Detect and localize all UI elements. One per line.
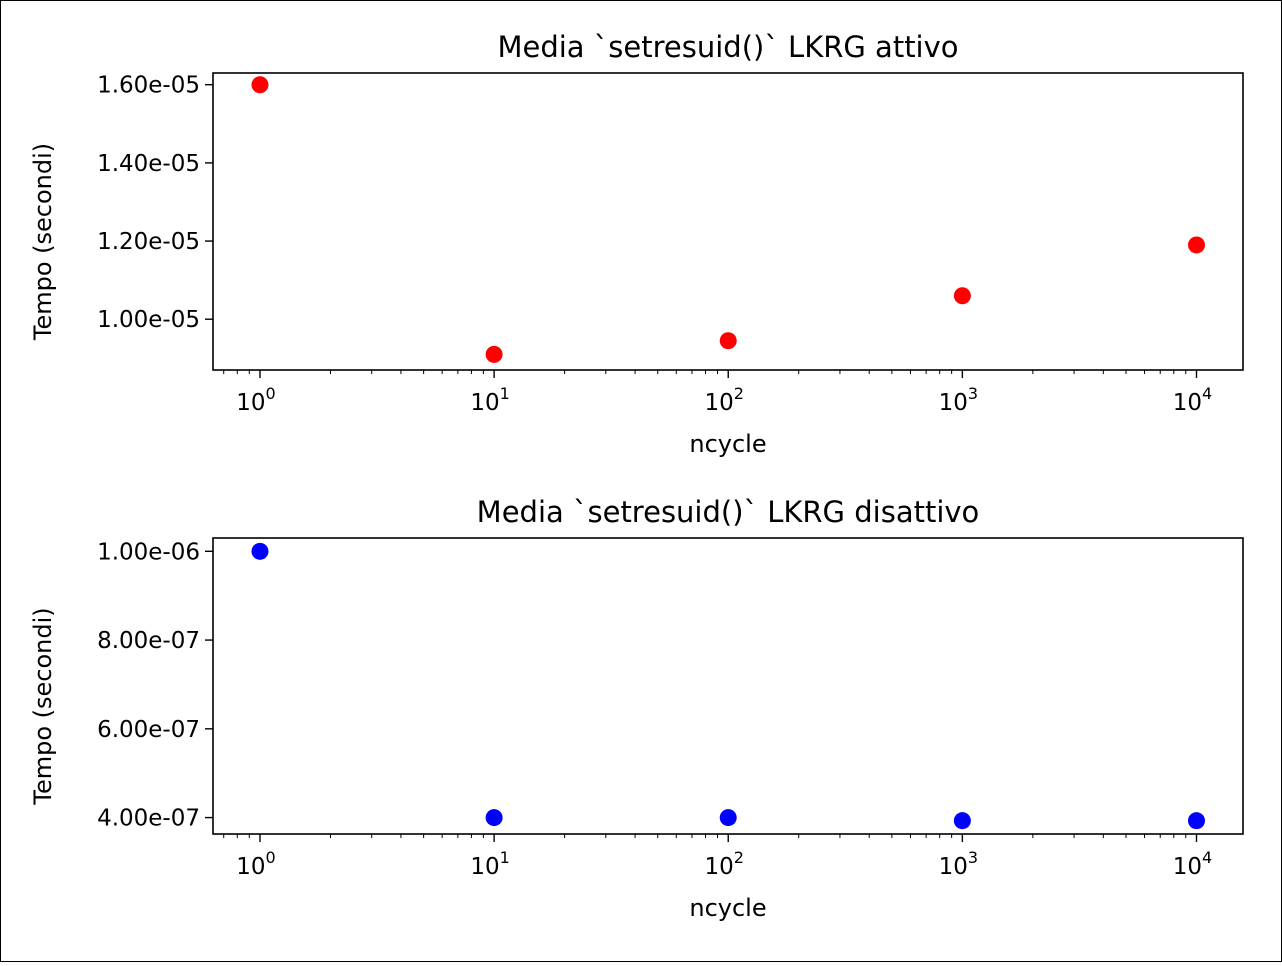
data-point [953, 812, 971, 830]
x-tick-exponent: 3 [968, 384, 978, 403]
subplot-1: Media `setresuid()` LKRG attivo 1.00e-05 1… [29, 30, 1244, 458]
y-axis-label: Tempo (secondi) [29, 607, 57, 805]
x-tick-label: 101 [470, 384, 509, 416]
y-tick-label: 4.00e-07 [97, 806, 200, 832]
y-axis-label: Tempo (secondi) [29, 143, 57, 341]
x-tick-label: 104 [1173, 384, 1212, 416]
y-tick-label: 8.00e-07 [97, 628, 200, 654]
data-point [485, 809, 503, 827]
x-tick-base: 10 [236, 390, 265, 416]
chart-title: Media `setresuid()` LKRG disattivo [477, 495, 980, 529]
data-point [251, 542, 269, 560]
x-tick-label: 104 [1173, 848, 1212, 880]
x-tick-base: 10 [1173, 390, 1202, 416]
x-tick-base: 10 [705, 390, 734, 416]
x-tick-exponent: 0 [266, 848, 276, 867]
x-tick-label: 102 [705, 384, 744, 416]
x-tick-base: 10 [705, 854, 734, 880]
subplot-2: Media `setresuid()` LKRG disattivo 4.00e-… [29, 495, 1244, 922]
y-tick-label: 1.60e-05 [97, 73, 200, 99]
data-point [1187, 812, 1205, 830]
data-point [251, 76, 269, 94]
y-tick-label: 1.20e-05 [97, 229, 200, 255]
x-tick-base: 10 [1173, 854, 1202, 880]
x-tick-base: 10 [236, 854, 265, 880]
x-tick-base: 10 [939, 854, 968, 880]
x-tick-label: 103 [939, 384, 978, 416]
x-tick-exponent: 3 [968, 848, 978, 867]
plot-area [212, 72, 1244, 371]
x-tick-exponent: 1 [500, 848, 510, 867]
x-tick-exponent: 2 [734, 384, 744, 403]
data-point [1187, 236, 1205, 254]
x-tick-label: 103 [939, 848, 978, 880]
x-tick-label: 100 [236, 384, 275, 416]
data-point [485, 345, 503, 363]
x-tick-base: 10 [470, 854, 499, 880]
x-tick-base: 10 [470, 390, 499, 416]
x-tick-exponent: 0 [266, 384, 276, 403]
x-axis-label: ncycle [689, 430, 766, 458]
x-tick-label: 102 [705, 848, 744, 880]
x-tick-exponent: 4 [1202, 384, 1212, 403]
x-tick-base: 10 [939, 390, 968, 416]
data-point [719, 809, 737, 827]
plot-area [212, 537, 1244, 835]
x-tick-label: 101 [470, 848, 509, 880]
data-point [953, 287, 971, 305]
data-point [719, 332, 737, 350]
y-tick-label: 6.00e-07 [97, 717, 200, 743]
x-tick-exponent: 4 [1202, 848, 1212, 867]
x-tick-exponent: 2 [734, 848, 744, 867]
y-tick-label: 1.00e-05 [97, 307, 200, 333]
chart-title: Media `setresuid()` LKRG attivo [497, 30, 958, 64]
x-tick-label: 100 [236, 848, 275, 880]
y-tick-label: 1.40e-05 [97, 151, 200, 177]
x-tick-exponent: 1 [500, 384, 510, 403]
x-axis-label: ncycle [689, 894, 766, 922]
y-tick-label: 1.00e-06 [97, 539, 200, 565]
